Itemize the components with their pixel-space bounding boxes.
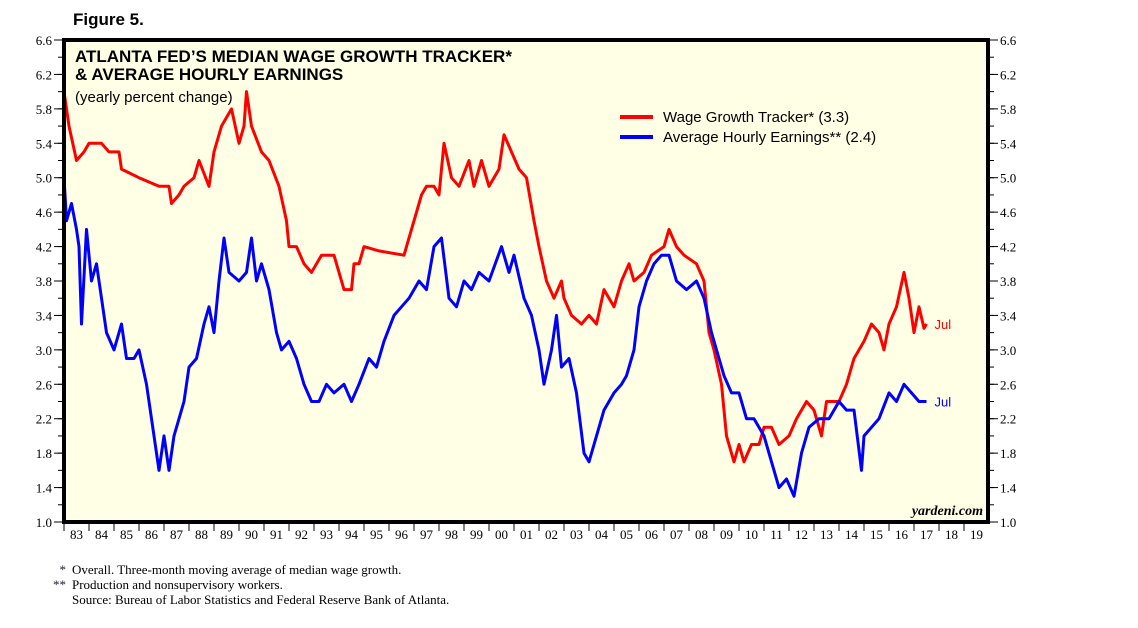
y-tick-label: 5.4 <box>1000 136 1017 151</box>
y-tick-label: 2.2 <box>36 412 52 427</box>
x-tick-label: 03 <box>570 527 583 542</box>
x-tick-label: 05 <box>620 527 633 542</box>
footnotes: * Overall. Three-month moving average of … <box>40 562 449 607</box>
y-tick-label: 1.0 <box>36 515 52 530</box>
x-tick-label: 89 <box>220 527 233 542</box>
x-tick-label: 15 <box>870 527 883 542</box>
y-tick-label: 1.4 <box>1000 481 1017 496</box>
footnote-text: Production and nonsupervisory workers. <box>72 577 283 592</box>
y-tick-label: 4.6 <box>36 205 53 220</box>
x-tick-label: 92 <box>295 527 308 542</box>
x-tick-label: 13 <box>820 527 833 542</box>
series-line-hourly-earnings <box>62 177 927 498</box>
x-tick-label: 07 <box>670 527 684 542</box>
footnote-text: Overall. Three-month moving average of m… <box>72 562 402 577</box>
legend-label-hourly-earnings: Average Hourly Earnings** (2.4) <box>663 129 876 146</box>
series-line-wage-growth <box>62 90 928 464</box>
x-tick-label: 98 <box>445 527 458 542</box>
chart-title-line-1: ATLANTA FED’S MEDIAN WAGE GROWTH TRACKER… <box>75 47 512 66</box>
footnote-mark: * <box>59 562 67 577</box>
x-tick-label: 97 <box>420 527 434 542</box>
footnote-text: Source: Bureau of Labor Statistics and F… <box>72 592 450 607</box>
x-tick-label: 08 <box>695 527 708 542</box>
x-tick-label: 02 <box>545 527 558 542</box>
x-tick-label: 17 <box>920 527 934 542</box>
x-tick-label: 85 <box>120 527 133 542</box>
x-tick-label: 84 <box>95 527 109 542</box>
y-tick-label: 4.2 <box>36 240 52 255</box>
y-tick-label: 6.2 <box>36 67 52 82</box>
plot-frame <box>62 38 990 524</box>
y-tick-label: 4.2 <box>1000 240 1016 255</box>
footnote: * Overall. Three-month moving average of … <box>40 562 449 577</box>
y-tick-label: 4.6 <box>1000 205 1017 220</box>
y-tick-label: 3.4 <box>36 308 53 323</box>
chart-title-line-2: & AVERAGE HOURLY EARNINGS <box>75 65 343 84</box>
x-tick-label: 12 <box>795 527 808 542</box>
x-tick-label: 93 <box>320 527 333 542</box>
y-axis-left: 1.0 1.4 1.8 2.2 2.6 3.0 3.4 3.8 4.2 4.6 5.0 5.4 5.8 6… <box>36 33 64 530</box>
y-tick-label: 6.6 <box>1000 33 1017 48</box>
x-tick-label: 83 <box>70 527 83 542</box>
x-tick-label: 14 <box>845 527 859 542</box>
y-tick-label: 3.0 <box>36 343 52 358</box>
y-tick-label: 6.6 <box>36 33 53 48</box>
plot-area <box>64 40 988 522</box>
x-tick-label: 87 <box>170 527 184 542</box>
x-tick-label: 88 <box>195 527 208 542</box>
y-tick-label: 3.8 <box>36 274 52 289</box>
y-tick-label: 5.8 <box>36 102 52 117</box>
chart-subtitle: (yearly percent change) <box>75 89 233 106</box>
y-tick-label: 1.8 <box>36 446 52 461</box>
legend-label-wage-growth: Wage Growth Tracker* (3.3) <box>663 109 849 126</box>
x-tick-label: 90 <box>245 527 258 542</box>
end-label-hourly-earnings: Jul <box>935 395 952 410</box>
x-tick-label: 01 <box>520 527 533 542</box>
y-tick-label: 1.4 <box>36 481 53 496</box>
x-tick-label: 19 <box>970 527 983 542</box>
y-tick-label: 5.0 <box>36 171 52 186</box>
x-tick-label: 04 <box>595 527 609 542</box>
y-tick-label: 3.0 <box>1000 343 1016 358</box>
footnote: ** Production and nonsupervisory workers. <box>40 577 449 592</box>
y-tick-label: 5.8 <box>1000 102 1016 117</box>
x-tick-label: 11 <box>770 527 783 542</box>
series-lines <box>62 90 928 498</box>
x-tick-label: 96 <box>395 527 409 542</box>
y-tick-label: 3.4 <box>1000 308 1017 323</box>
y-tick-label: 1.8 <box>1000 446 1016 461</box>
y-tick-label: 6.2 <box>1000 67 1016 82</box>
legend: Wage Growth Tracker* (3.3) Average Hourl… <box>620 109 876 146</box>
x-tick-label: 06 <box>645 527 659 542</box>
x-tick-label: 00 <box>495 527 508 542</box>
y-tick-label: 2.6 <box>36 377 53 392</box>
y-tick-label: 2.2 <box>1000 412 1016 427</box>
y-tick-label: 5.0 <box>1000 171 1016 186</box>
x-tick-label: 10 <box>745 527 758 542</box>
x-tick-label: 91 <box>270 527 283 542</box>
figure-label: Figure 5. <box>73 10 144 29</box>
y-tick-label: 3.8 <box>1000 274 1016 289</box>
x-tick-label: 95 <box>370 527 383 542</box>
x-tick-label: 99 <box>470 527 483 542</box>
y-axis-right: 1.0 1.4 1.8 2.2 2.6 3.0 3.4 3.8 4.2 4.6 5.0 5.4 5.8 6… <box>988 33 1017 530</box>
watermark: yardeni.com <box>910 504 983 519</box>
y-tick-label: 1.0 <box>1000 515 1016 530</box>
x-tick-label: 94 <box>345 527 359 542</box>
x-tick-label: 18 <box>945 527 958 542</box>
end-label-wage-growth: Jul <box>935 317 952 332</box>
x-tick-label: 16 <box>895 527 909 542</box>
footnote: Source: Bureau of Labor Statistics and F… <box>40 592 449 607</box>
x-tick-label: 09 <box>720 527 733 542</box>
x-axis: 83 84 85 86 87 88 89 90 91 92 93 94 95 96 97 98 99 00 01 02… <box>63 522 983 542</box>
y-tick-label: 2.6 <box>1000 377 1017 392</box>
x-tick-label: 86 <box>145 527 159 542</box>
footnote-mark: ** <box>53 577 66 592</box>
y-tick-label: 5.4 <box>36 136 53 151</box>
